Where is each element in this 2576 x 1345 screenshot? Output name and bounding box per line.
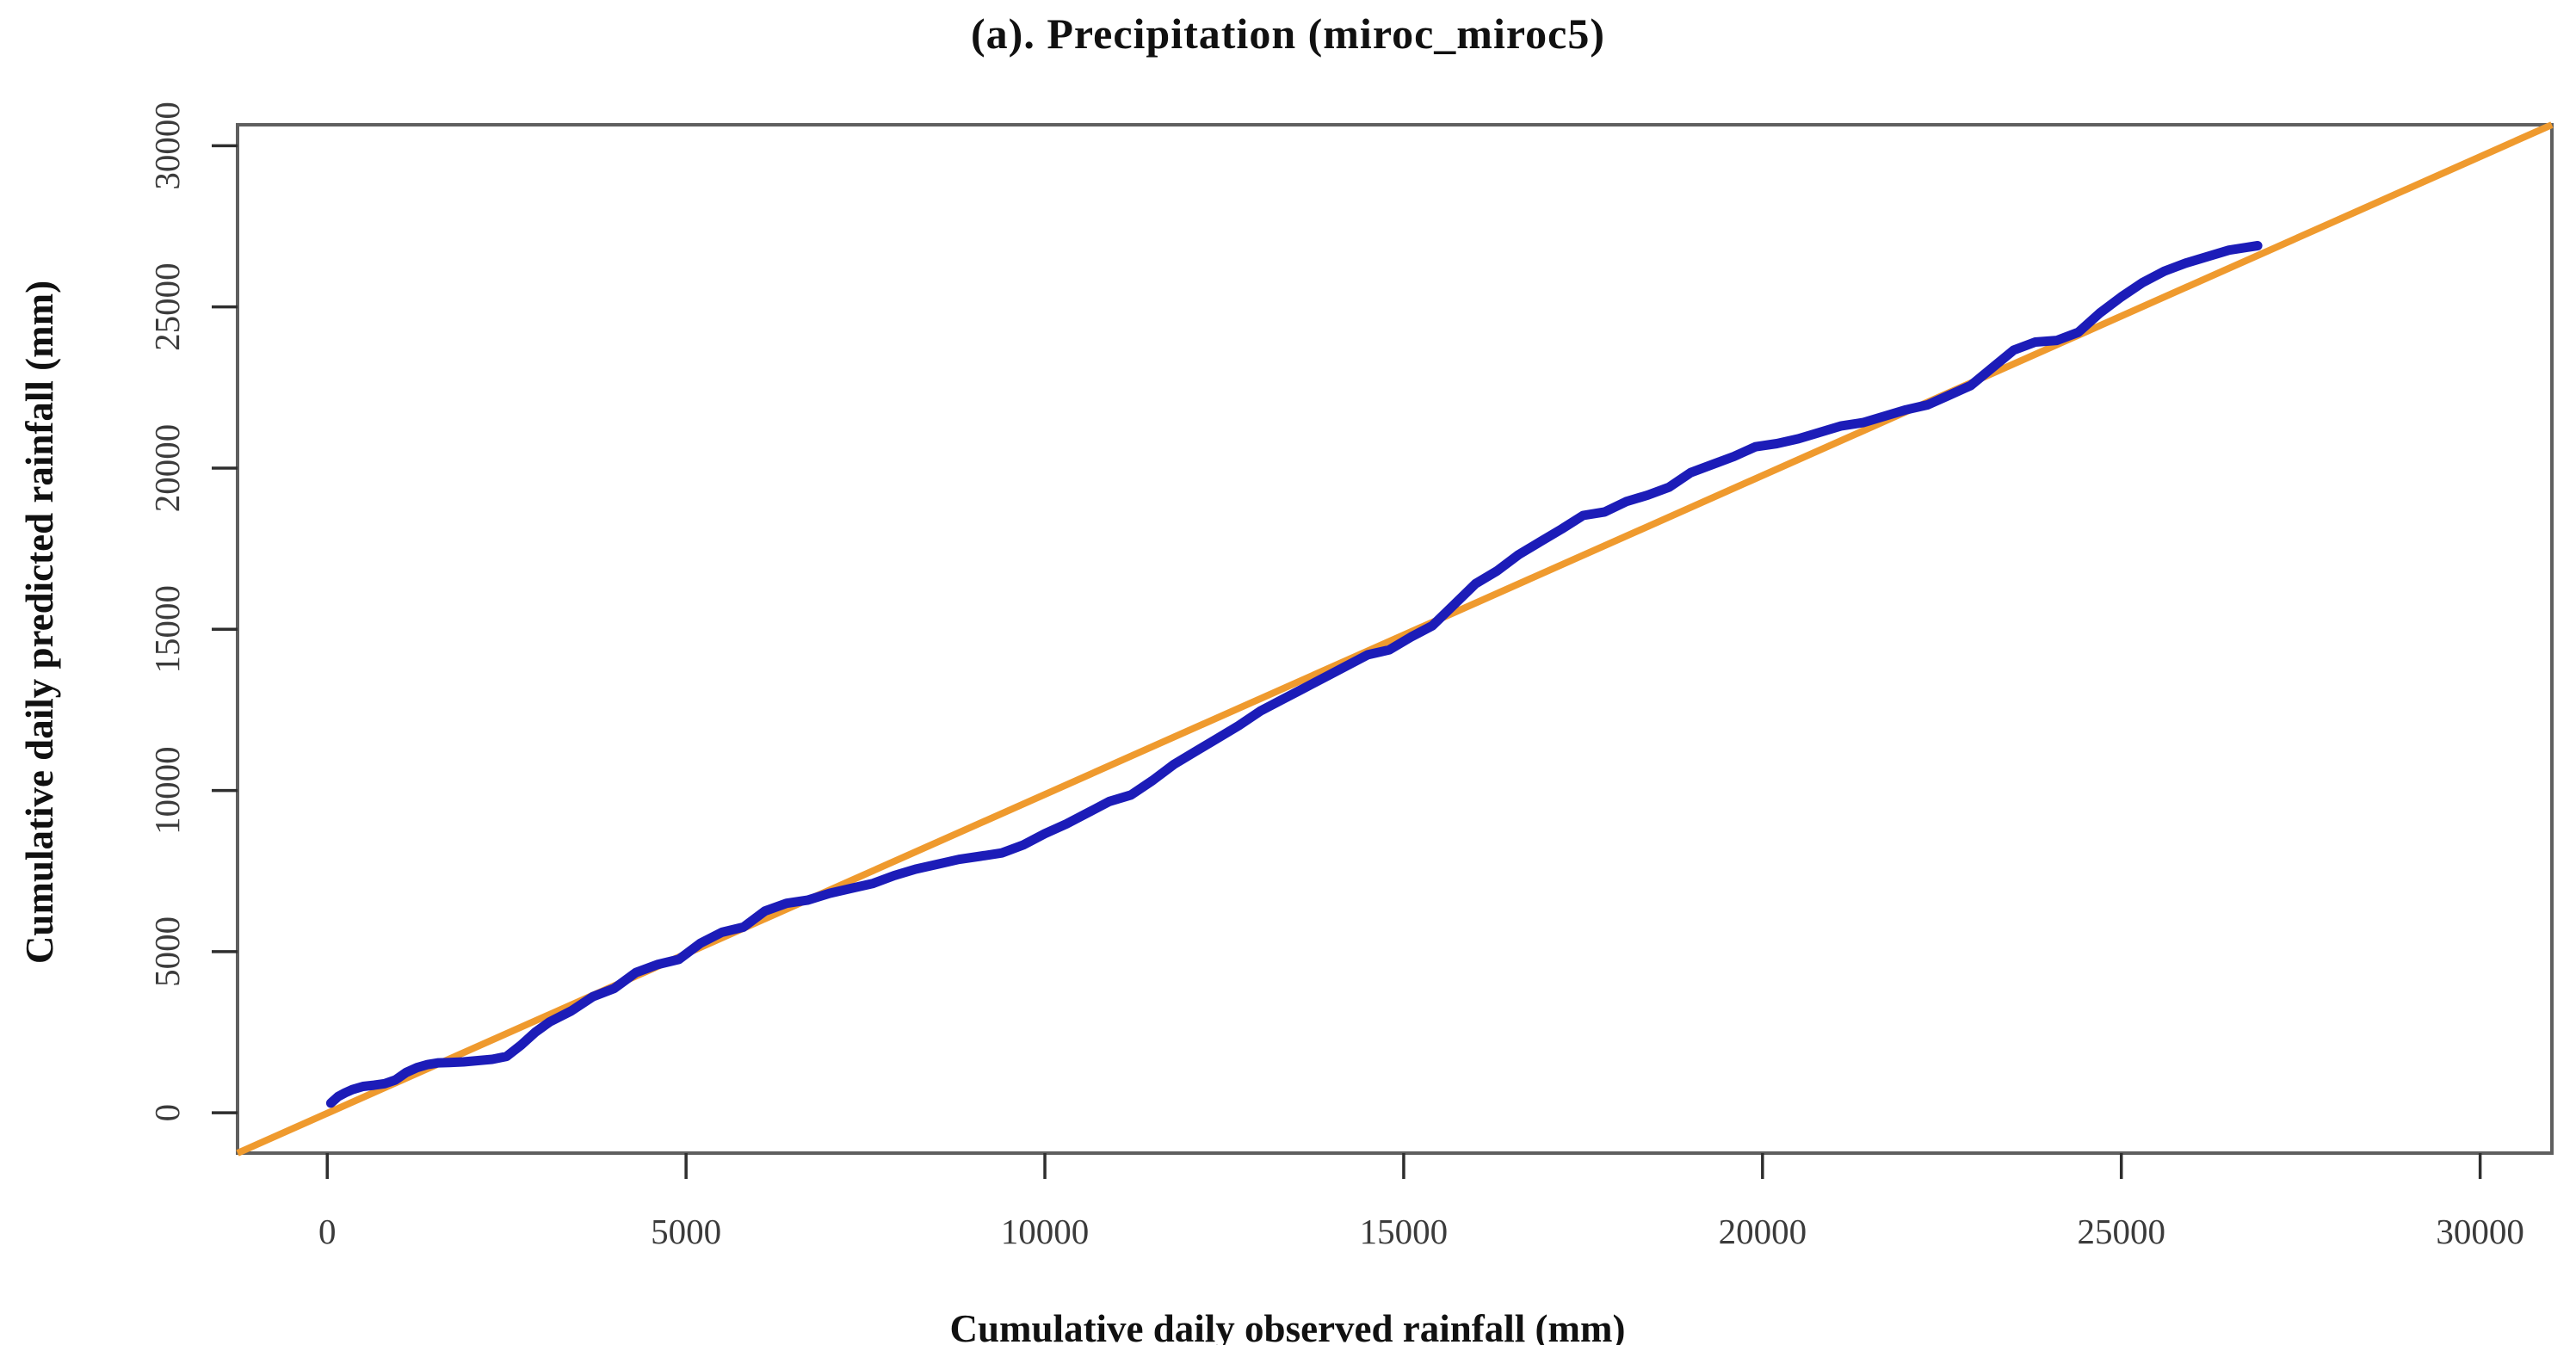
plot-box <box>236 123 2554 1155</box>
chart-title: (a). Precipitation (miroc_miroc5) <box>971 9 1605 58</box>
y-tick-label: 30000 <box>147 102 187 190</box>
x-tick-label: 20000 <box>1719 1212 1807 1251</box>
x-axis-title: Cumulative daily observed rainfall (mm) <box>949 1307 1626 1345</box>
qq-curve <box>325 241 2263 1108</box>
y-tick-label: 15000 <box>147 585 187 674</box>
x-tick-label: 5000 <box>651 1212 721 1251</box>
y-tick-label: 10000 <box>147 746 187 835</box>
y-tick-label: 25000 <box>147 262 187 351</box>
y-tick-label: 20000 <box>147 424 187 513</box>
y-tick-label: 0 <box>147 1104 187 1122</box>
x-tick-label: 25000 <box>2077 1212 2165 1251</box>
x-tick-label: 30000 <box>2436 1212 2524 1251</box>
x-tick-label: 10000 <box>1001 1212 1090 1251</box>
y-tick-label: 5000 <box>147 916 187 987</box>
x-tick-label: 15000 <box>1360 1212 1449 1251</box>
x-tick-label: 0 <box>318 1212 337 1251</box>
